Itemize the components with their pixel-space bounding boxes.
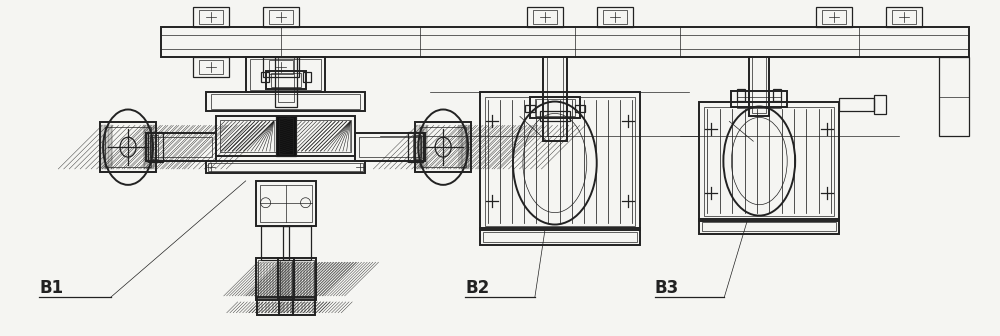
Bar [263,7,299,27]
Bar [535,98,575,117]
Bar [939,57,969,136]
Bar [161,27,969,57]
Bar [279,118,293,154]
Bar [547,57,563,136]
Bar [527,7,563,27]
Bar [892,10,916,24]
Bar [480,228,640,245]
Bar [420,127,466,167]
Bar [773,89,781,100]
Bar [257,297,293,315]
Bar [303,72,311,82]
Bar [597,7,633,27]
Bar [263,57,299,77]
Bar [246,57,325,92]
Bar [525,104,535,113]
Bar [359,137,421,157]
Bar [822,10,846,24]
Bar [699,101,839,220]
Bar [100,122,156,172]
Bar [886,7,922,27]
Bar [216,117,355,156]
Bar [258,260,292,298]
Bar [211,94,360,110]
Bar [485,96,635,225]
Bar [150,137,212,157]
Bar [269,10,293,24]
Bar [543,57,567,141]
Bar [269,60,293,74]
Text: B3: B3 [655,279,679,297]
Bar [483,233,637,242]
Text: B1: B1 [39,279,63,297]
Bar [266,71,306,89]
Bar [413,135,421,159]
Bar [261,72,269,82]
Bar [749,57,769,117]
Bar [699,219,839,235]
Bar [415,122,471,172]
Bar [250,59,321,90]
Bar [816,7,852,27]
Bar [752,57,766,114]
Bar [480,92,640,230]
Bar [533,10,557,24]
Bar [150,135,158,159]
Bar [704,107,834,216]
Bar [731,91,787,107]
Bar [279,297,315,315]
Bar [278,57,294,101]
Bar [208,163,363,171]
Bar [275,57,297,107]
Bar [193,57,229,77]
Bar [530,96,580,118]
Bar [737,96,781,109]
Bar [206,92,365,112]
Bar [737,89,745,100]
Bar [146,133,216,161]
Bar [199,10,223,24]
Bar [148,132,163,162]
Text: B2: B2 [465,279,489,297]
Bar [278,258,316,300]
Bar [271,73,301,87]
Bar [280,260,314,298]
Bar [540,112,570,121]
Bar [256,181,316,225]
Bar [220,120,351,152]
Bar [283,225,311,260]
Bar [603,10,627,24]
Bar [206,161,365,173]
Bar [874,95,886,115]
Bar [199,60,223,74]
Bar [839,97,874,112]
Bar [702,221,836,232]
Bar [261,225,289,260]
Bar [276,117,296,156]
Bar [260,185,312,221]
Bar [105,127,151,167]
Bar [355,133,425,161]
Bar [193,7,229,27]
Bar [256,258,294,300]
Bar [575,104,585,113]
Bar [408,132,423,162]
